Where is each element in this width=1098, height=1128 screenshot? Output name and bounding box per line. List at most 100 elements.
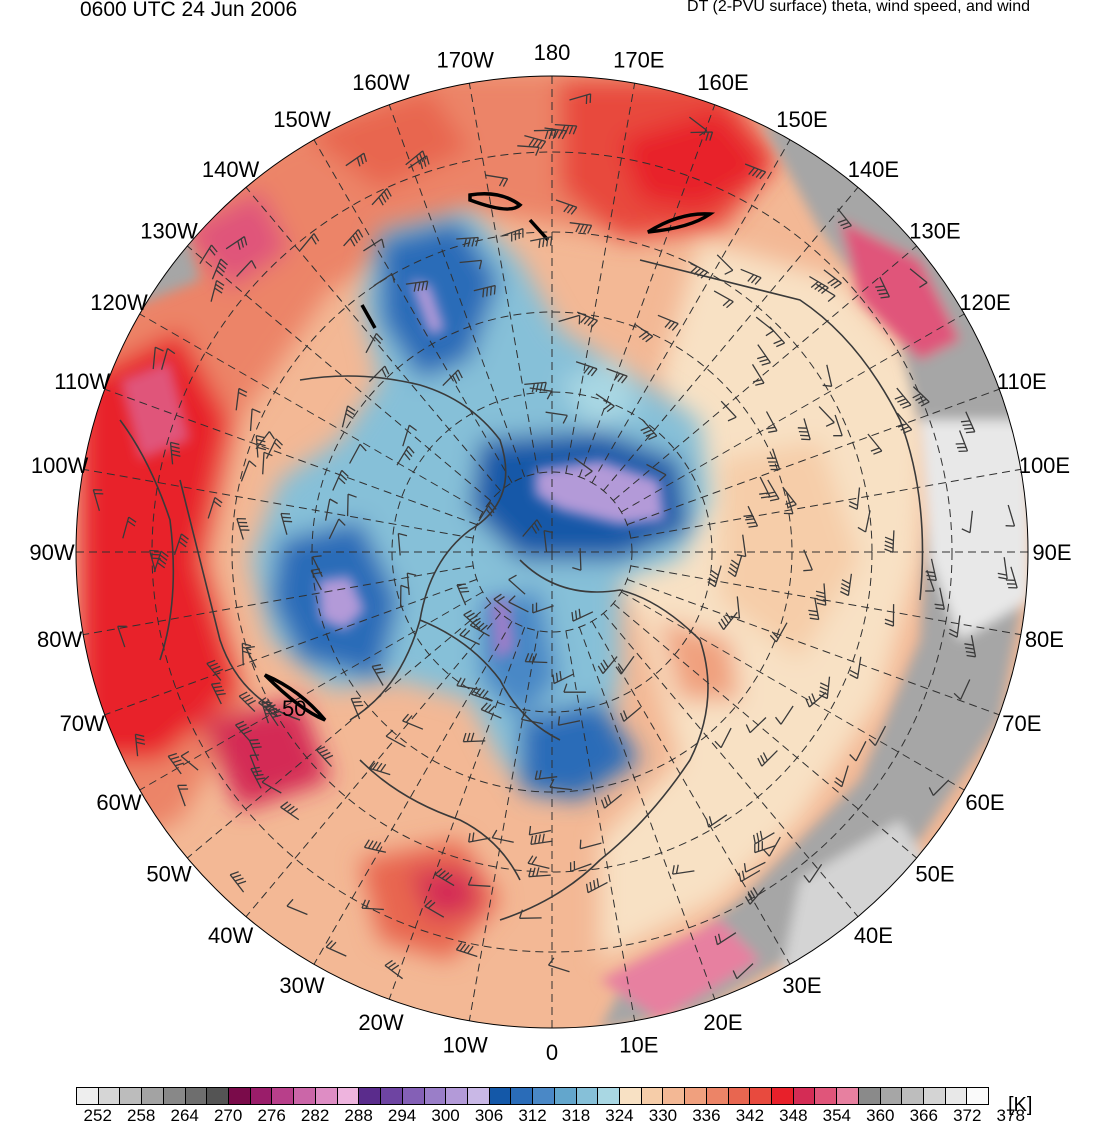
wind-barb bbox=[210, 279, 225, 302]
wind-barb bbox=[575, 361, 598, 377]
wind-barb bbox=[206, 659, 224, 681]
longitude-label: 120W bbox=[90, 290, 148, 315]
wind-barb bbox=[405, 150, 427, 166]
wind-barb bbox=[238, 691, 256, 712]
meridian-line bbox=[104, 578, 477, 716]
wind-barb bbox=[207, 496, 223, 519]
colorbar-tick-label: 306 bbox=[474, 1106, 504, 1125]
wind-barb bbox=[396, 445, 415, 466]
colorbar-unit: [K] bbox=[1008, 1094, 1033, 1116]
wind-barb bbox=[640, 419, 658, 440]
wind-barb bbox=[558, 314, 581, 325]
wind-barb bbox=[265, 438, 283, 459]
coldest-cores bbox=[318, 280, 665, 660]
wind-barb bbox=[241, 642, 252, 666]
wind-barb bbox=[757, 344, 771, 366]
colorbar-swatch bbox=[294, 1088, 316, 1104]
wind-barb bbox=[528, 825, 552, 836]
wind-barb bbox=[745, 717, 767, 734]
colorbar-swatch bbox=[467, 1088, 490, 1104]
wind-barb bbox=[606, 367, 628, 384]
wind-barb bbox=[520, 711, 544, 725]
colorbar-swatch bbox=[924, 1088, 946, 1104]
wind-barb bbox=[249, 408, 261, 431]
wind-barb bbox=[532, 602, 554, 614]
colorbar-swatch bbox=[315, 1088, 338, 1104]
colorbar-swatch bbox=[337, 1088, 360, 1104]
wind-barb bbox=[849, 656, 862, 680]
wind-barb bbox=[517, 145, 540, 156]
warm-belt bbox=[80, 76, 780, 960]
wind-barb bbox=[528, 867, 551, 878]
wind-barb bbox=[408, 155, 430, 170]
wind-barb bbox=[569, 93, 592, 105]
colorbar-swatch bbox=[967, 1088, 989, 1104]
wind-barb bbox=[595, 393, 615, 413]
wind-barb bbox=[255, 434, 267, 458]
longitude-label: 50W bbox=[146, 861, 191, 886]
wind-barb bbox=[833, 414, 843, 437]
meridian-line bbox=[621, 313, 965, 513]
colorbar-tick-label: 324 bbox=[605, 1106, 634, 1125]
wind-barb bbox=[459, 628, 480, 646]
wind-barb bbox=[349, 443, 367, 464]
colorbar-tick-label: 342 bbox=[735, 1106, 765, 1125]
wind-barb bbox=[743, 505, 759, 528]
wind-barb bbox=[478, 501, 497, 522]
wind-barb bbox=[468, 832, 491, 843]
wind-barb bbox=[875, 276, 890, 299]
colorbar-swatch bbox=[880, 1088, 903, 1104]
wind-barb bbox=[823, 269, 842, 289]
colorbar-swatch bbox=[446, 1088, 468, 1104]
wind-barb bbox=[744, 163, 767, 180]
wind-barb bbox=[424, 899, 445, 918]
meridian-line bbox=[187, 603, 492, 859]
wind-barb bbox=[434, 868, 455, 887]
wind-barb bbox=[544, 127, 567, 140]
colorbar-swatch bbox=[902, 1088, 925, 1104]
colorbar-swatch bbox=[858, 1088, 881, 1104]
wind-barb bbox=[545, 411, 568, 424]
meridian-line bbox=[245, 612, 501, 917]
wind-barb bbox=[236, 259, 257, 277]
wind-barb bbox=[324, 498, 338, 521]
wind-barb bbox=[822, 364, 833, 387]
wind-barb bbox=[600, 793, 623, 809]
colorbar-swatch bbox=[511, 1088, 534, 1104]
colorbar-swatch bbox=[945, 1088, 968, 1104]
wind-barb bbox=[751, 364, 765, 386]
wind-barb bbox=[245, 645, 257, 668]
colorbar-tick-label: 372 bbox=[953, 1106, 982, 1125]
wind-barb bbox=[961, 510, 974, 534]
longitude-label: 60E bbox=[965, 790, 1004, 815]
colorbar-swatch bbox=[706, 1088, 729, 1104]
wind-barb bbox=[585, 878, 608, 894]
wind-barb bbox=[555, 199, 578, 215]
wind-barb bbox=[261, 775, 282, 794]
wind-barb bbox=[240, 460, 257, 482]
meridian-line bbox=[578, 104, 716, 477]
meridian-line bbox=[603, 612, 859, 917]
contour-label: 50 bbox=[282, 696, 306, 721]
wind-barb bbox=[547, 957, 570, 973]
wind-barb bbox=[803, 863, 823, 883]
colorbar-swatch bbox=[120, 1088, 143, 1104]
colorbar-swatch bbox=[163, 1088, 186, 1104]
wind-barbs bbox=[92, 93, 1018, 980]
wind-barb bbox=[868, 725, 887, 747]
wind-barb bbox=[816, 283, 836, 303]
colorbar-tick-labels: 252 258 264 270 276 282 288 294 300 306 312 318 324 3… bbox=[76, 1106, 1025, 1128]
longitude-label: 160W bbox=[352, 70, 410, 95]
wind-barb bbox=[687, 261, 709, 279]
wind-barb bbox=[849, 741, 867, 762]
wind-barb bbox=[953, 679, 971, 700]
wind-barb bbox=[740, 268, 762, 285]
wind-barb bbox=[518, 909, 542, 919]
colorbar-swatch bbox=[815, 1088, 838, 1104]
wind-barb bbox=[569, 860, 592, 872]
longitude-label: 140E bbox=[848, 157, 899, 182]
meridian-line bbox=[603, 187, 859, 492]
wind-barb bbox=[508, 595, 529, 613]
wind-barb bbox=[818, 676, 831, 700]
meridian-line bbox=[627, 388, 1000, 526]
